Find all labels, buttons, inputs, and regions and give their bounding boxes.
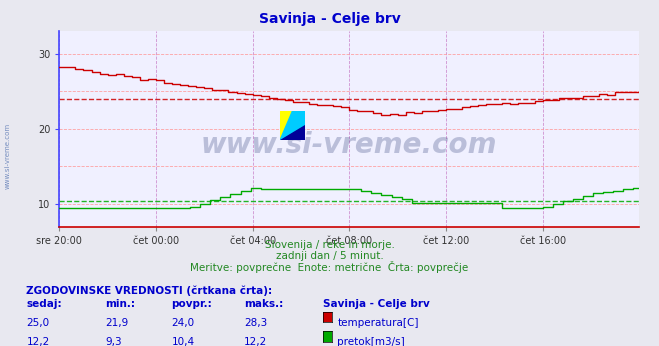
Text: maks.:: maks.: <box>244 299 283 309</box>
Polygon shape <box>280 126 305 140</box>
Text: Slovenija / reke in morje.: Slovenija / reke in morje. <box>264 240 395 251</box>
Text: 25,0: 25,0 <box>26 318 49 328</box>
Text: ZGODOVINSKE VREDNOSTI (črtkana črta):: ZGODOVINSKE VREDNOSTI (črtkana črta): <box>26 285 272 296</box>
Polygon shape <box>280 111 293 140</box>
Text: min.:: min.: <box>105 299 136 309</box>
Text: 12,2: 12,2 <box>26 337 49 346</box>
Text: temperatura[C]: temperatura[C] <box>337 318 419 328</box>
Text: Meritve: povprečne  Enote: metrične  Črta: povprečje: Meritve: povprečne Enote: metrične Črta:… <box>190 261 469 273</box>
Text: www.si-vreme.com: www.si-vreme.com <box>5 122 11 189</box>
Text: Savinja - Celje brv: Savinja - Celje brv <box>258 12 401 26</box>
Text: pretok[m3/s]: pretok[m3/s] <box>337 337 405 346</box>
Text: 12,2: 12,2 <box>244 337 267 346</box>
Text: 28,3: 28,3 <box>244 318 267 328</box>
Text: sedaj:: sedaj: <box>26 299 62 309</box>
Text: Savinja - Celje brv: Savinja - Celje brv <box>323 299 430 309</box>
Polygon shape <box>280 111 305 140</box>
Text: www.si-vreme.com: www.si-vreme.com <box>201 130 498 158</box>
Text: 10,4: 10,4 <box>171 337 194 346</box>
Text: zadnji dan / 5 minut.: zadnji dan / 5 minut. <box>275 251 384 261</box>
Text: 21,9: 21,9 <box>105 318 129 328</box>
Text: povpr.:: povpr.: <box>171 299 212 309</box>
Text: 9,3: 9,3 <box>105 337 122 346</box>
Text: 24,0: 24,0 <box>171 318 194 328</box>
